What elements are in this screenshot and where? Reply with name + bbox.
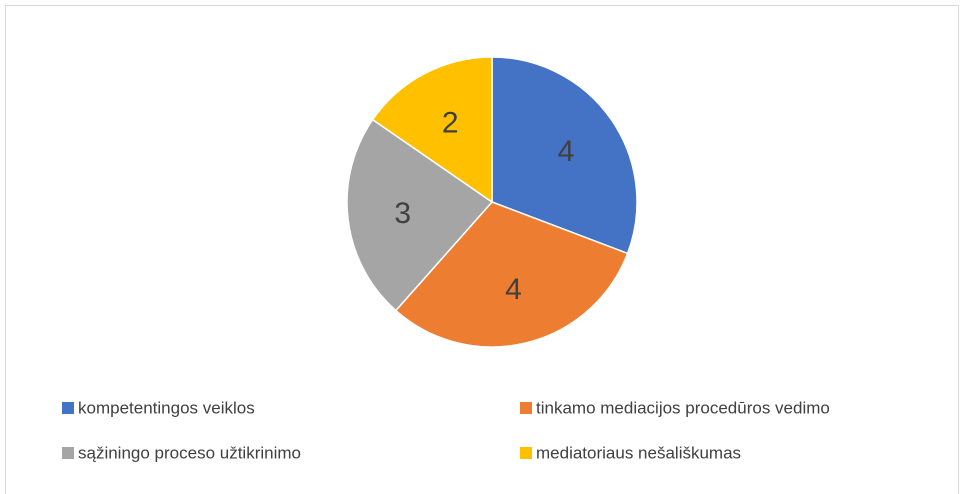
data-label: 3 <box>394 197 411 230</box>
legend-label: tinkamo mediacijos procedūros vedimo <box>536 398 830 417</box>
legend-swatch <box>62 447 74 459</box>
legend-label: kompetentingos veiklos <box>78 398 255 417</box>
data-label: 4 <box>558 135 575 168</box>
legend-label: mediatoriaus nešališkumas <box>536 443 741 462</box>
legend-swatch <box>520 447 532 459</box>
pie-slice <box>491 56 638 255</box>
legend-swatch <box>62 402 74 414</box>
pie-slice <box>371 56 493 204</box>
legend-label: sąžiningo proceso užtikrinimo <box>78 443 301 462</box>
data-label: 4 <box>505 273 522 306</box>
legend-swatch <box>520 402 532 414</box>
pie-slice <box>394 201 629 348</box>
pie-slice <box>346 118 494 312</box>
data-label: 2 <box>442 106 459 139</box>
